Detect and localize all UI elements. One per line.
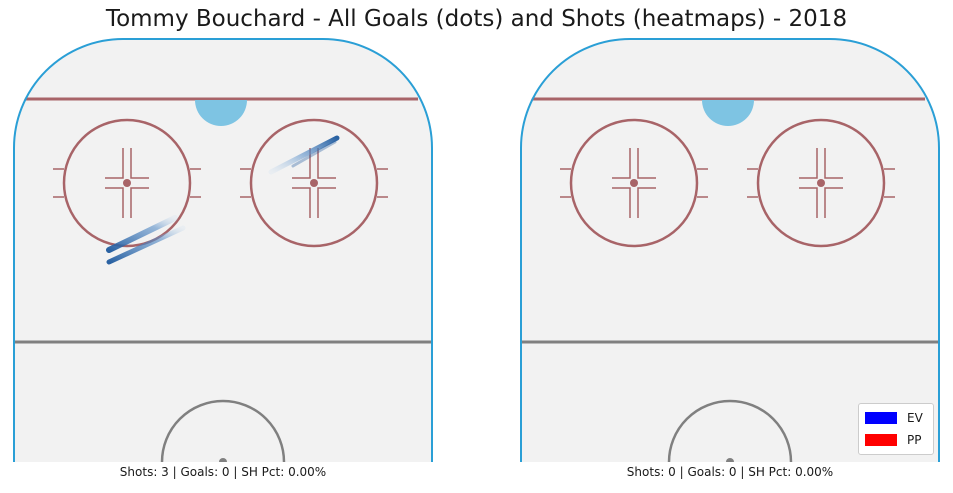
panel-caption-right: Shots: 0 | Goals: 0 | SH Pct: 0.00%: [626, 465, 834, 479]
rink-right: [520, 38, 940, 462]
figure-title: Tommy Bouchard - All Goals (dots) and Sh…: [105, 6, 848, 32]
shot-heatmap-streak: [291, 140, 337, 168]
center-circle: [160, 399, 286, 462]
legend: EV PP: [858, 403, 934, 455]
center-dot: [219, 458, 227, 462]
rink-left: [13, 38, 433, 462]
legend-label-ev: EV: [907, 411, 923, 425]
shot-heatmap: [106, 135, 340, 265]
legend-label-pp: PP: [907, 433, 922, 447]
goal-crease: [702, 100, 754, 126]
center-dot: [726, 458, 734, 462]
legend-entry-pp: PP: [865, 429, 927, 451]
faceoff-circle-right: [747, 118, 895, 248]
legend-swatch-pp: [865, 434, 897, 446]
faceoff-circle-right: [240, 118, 388, 248]
goal-crease: [195, 100, 247, 126]
legend-swatch-ev: [865, 412, 897, 424]
shot-heatmap-streak: [268, 135, 340, 175]
legend-entry-ev: EV: [865, 407, 927, 429]
rink-boards: [520, 38, 940, 462]
faceoff-circle-left: [560, 118, 708, 248]
shot-heatmap-streak: [106, 225, 186, 265]
shot-heatmap-streak: [106, 215, 178, 253]
panel-caption-left: Shots: 3 | Goals: 0 | SH Pct: 0.00%: [119, 465, 327, 479]
faceoff-circle-left: [53, 118, 201, 248]
center-circle: [667, 399, 793, 462]
rink-boards: [13, 38, 433, 462]
